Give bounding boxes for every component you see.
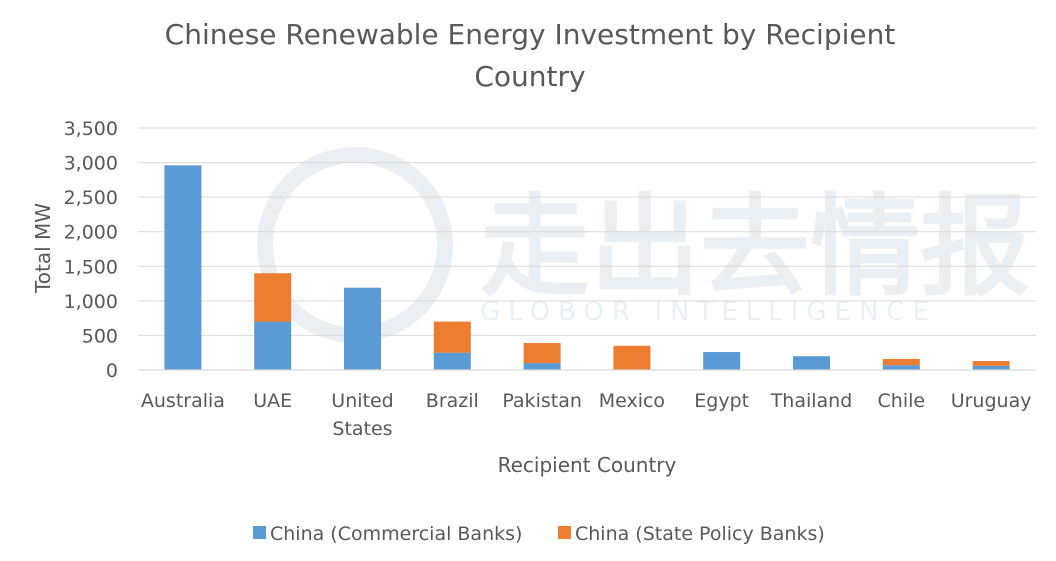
- bar-commercial-thailand: [793, 356, 830, 370]
- x-tick-label: Egypt: [694, 390, 749, 412]
- x-tick-label: United: [331, 390, 393, 412]
- bar-policy-uruguay: [972, 361, 1010, 366]
- chart-title-line1: Chinese Renewable Energy Investment by R…: [165, 18, 896, 51]
- legend-label-commercial: China (Commercial Banks): [270, 523, 522, 545]
- bar-commercial-united-states: [344, 287, 381, 370]
- x-tick-label: Thailand: [770, 390, 853, 412]
- watermark: 走出去情报 GLOBOR INTELLIGENCE: [257, 147, 1030, 343]
- x-tick-label: Mexico: [599, 390, 665, 412]
- x-tick-label: Chile: [878, 390, 926, 412]
- y-tick-label: 500: [82, 325, 118, 347]
- y-tick-label: 0: [106, 360, 118, 382]
- y-tick-label: 3,500: [64, 118, 118, 140]
- y-tick-label: 1,500: [64, 256, 118, 278]
- bar-commercial-pakistan: [523, 363, 561, 370]
- y-tick-label: 2,000: [64, 222, 118, 244]
- bar-commercial-chile: [882, 365, 920, 370]
- y-tick-label: 1,000: [64, 291, 118, 313]
- bar-commercial-egypt: [703, 352, 741, 370]
- y-axis-label: Total MW: [31, 203, 55, 294]
- x-tick-label: Uruguay: [951, 390, 1032, 412]
- legend: China (Commercial Banks) China (State Po…: [253, 523, 825, 545]
- bar-policy-brazil: [433, 321, 471, 353]
- watermark-en-text: GLOBOR INTELLIGENCE: [480, 297, 937, 327]
- bars: [164, 165, 1010, 370]
- x-axis-label: Recipient Country: [498, 453, 677, 477]
- bar-policy-uae: [254, 273, 292, 322]
- y-tick-label: 3,000: [64, 153, 118, 175]
- bar-policy-mexico: [613, 345, 651, 370]
- bar-commercial-australia: [164, 165, 202, 370]
- legend-swatch-policy: [558, 526, 571, 539]
- x-tick-label: Pakistan: [502, 390, 582, 412]
- chart-title-line2: Country: [474, 60, 585, 93]
- bar-policy-pakistan: [523, 343, 561, 364]
- x-tick-label: Brazil: [426, 390, 479, 412]
- x-tick-label: Australia: [141, 390, 225, 412]
- legend-label-policy: China (State Policy Banks): [575, 523, 825, 545]
- bar-commercial-uruguay: [972, 365, 1010, 370]
- bar-commercial-brazil: [433, 352, 471, 370]
- x-tick-label: UAE: [253, 390, 292, 412]
- x-tick-label: States: [332, 418, 392, 440]
- x-axis-ticks: Australia UAE United States Brazil Pakistan Me…: [141, 390, 1032, 440]
- legend-swatch-commercial: [253, 526, 266, 539]
- bar-commercial-uae: [254, 321, 292, 370]
- bar-policy-chile: [882, 358, 920, 366]
- y-tick-label: 2,500: [64, 187, 118, 209]
- y-axis-ticks: 3,500 3,000 2,500 2,000 1,500 1,000 500 0: [64, 118, 118, 382]
- watermark-cn-text: 走出去情报: [480, 183, 1030, 311]
